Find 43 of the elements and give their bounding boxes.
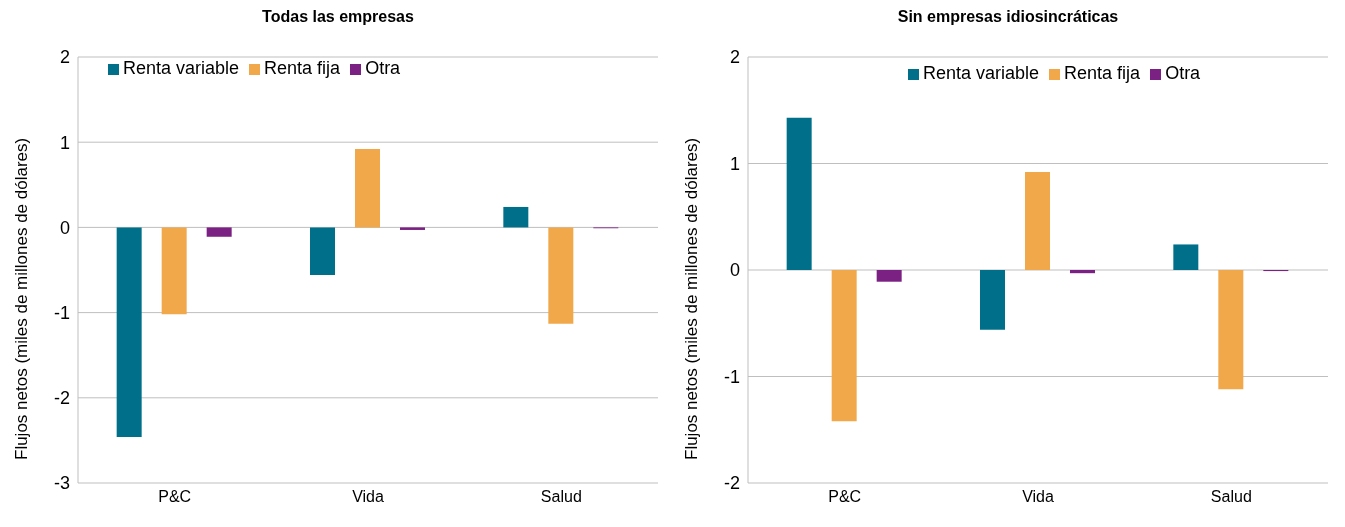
y-axis-title: Flujos netos (miles de millones de dólares) <box>12 137 32 460</box>
y-tick-label: 1 <box>729 153 740 174</box>
legend-label: Renta variable <box>123 58 240 78</box>
chart-title: Sin empresas idiosincráticas <box>896 8 1120 27</box>
bar <box>876 270 902 282</box>
legend-label: Renta variable <box>923 63 1040 83</box>
y-tick-label: 0 <box>59 217 70 238</box>
bar <box>831 270 857 422</box>
y-tick-label: 1 <box>59 132 70 153</box>
legend-label: Renta fija <box>1064 63 1141 83</box>
bar <box>310 227 335 276</box>
bar <box>1218 270 1244 390</box>
legend-label: Otra <box>1165 63 1201 83</box>
chart-title: Todas las empresas <box>261 8 415 27</box>
bar <box>161 227 187 315</box>
bar <box>980 270 1005 330</box>
x-tick-label: Vida <box>352 488 384 506</box>
y-axis-title: Flujos netos (miles de millones de dólares) <box>682 137 702 460</box>
bar <box>503 206 529 228</box>
x-tick-label: P&C <box>158 488 192 506</box>
y-tick-label: 0 <box>729 260 740 281</box>
y-tick-label: 2 <box>59 47 70 68</box>
bar <box>116 227 142 437</box>
bar <box>548 227 574 324</box>
y-tick-label: -1 <box>723 366 740 387</box>
bar <box>1173 244 1199 270</box>
bar <box>786 117 812 270</box>
y-tick-label: -3 <box>53 473 70 494</box>
x-tick-label: Salud <box>1210 488 1252 506</box>
legend-label: Otra <box>365 58 401 78</box>
legend-label: Renta fija <box>264 58 341 78</box>
bar <box>206 227 232 237</box>
x-tick-label: Vida <box>1022 488 1054 506</box>
bar <box>355 149 380 228</box>
x-tick-label: Salud <box>540 488 582 506</box>
y-tick-label: -2 <box>53 388 70 409</box>
y-tick-label: 2 <box>729 47 740 68</box>
bar <box>1025 172 1050 270</box>
x-tick-label: P&C <box>828 488 862 506</box>
bar <box>1070 270 1095 274</box>
bar <box>400 227 425 230</box>
y-tick-label: -1 <box>53 302 70 323</box>
y-tick-label: -2 <box>723 473 740 494</box>
